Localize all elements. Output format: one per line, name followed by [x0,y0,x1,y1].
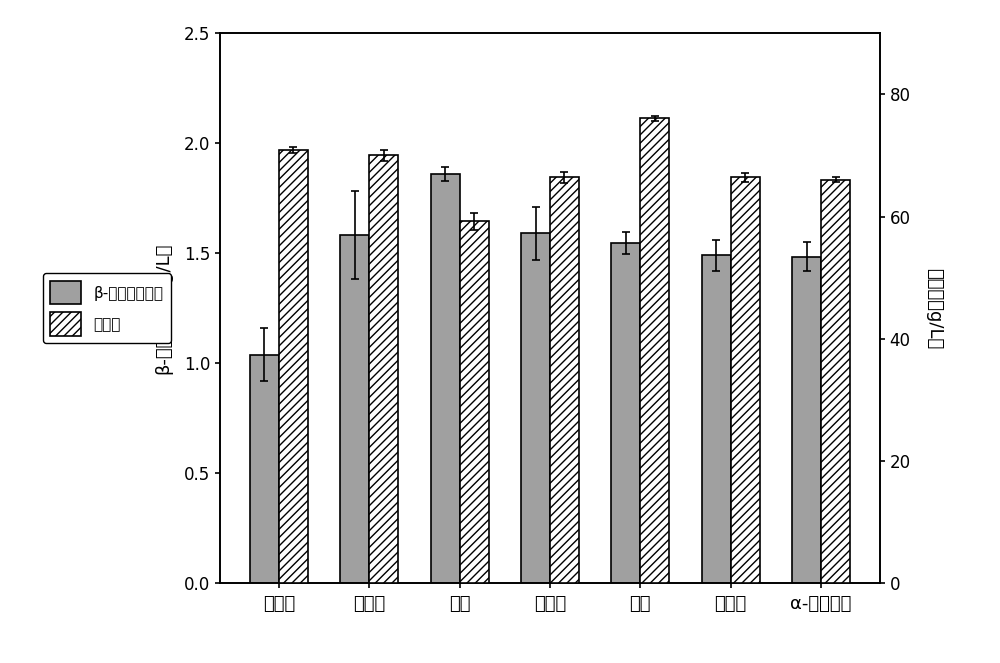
Bar [731,178,760,583]
Legend: β-胡萝卜素浓度, 生物量: β-胡萝卜素浓度, 生物量 [43,273,171,343]
Bar [792,257,821,583]
Bar [702,255,731,583]
Bar [279,150,308,583]
Bar [640,118,669,583]
Bar [821,180,850,583]
Y-axis label: β-胡萝卜素浓度（g/L）: β-胡萝卜素浓度（g/L） [155,243,173,374]
Bar [550,178,579,583]
Bar [340,235,369,583]
Bar [521,233,550,583]
Bar [369,155,398,583]
Bar [250,355,279,583]
Y-axis label: 生物量（g/L）: 生物量（g/L） [925,268,943,349]
Bar [431,174,460,583]
Bar [611,243,640,583]
Bar [460,221,489,583]
